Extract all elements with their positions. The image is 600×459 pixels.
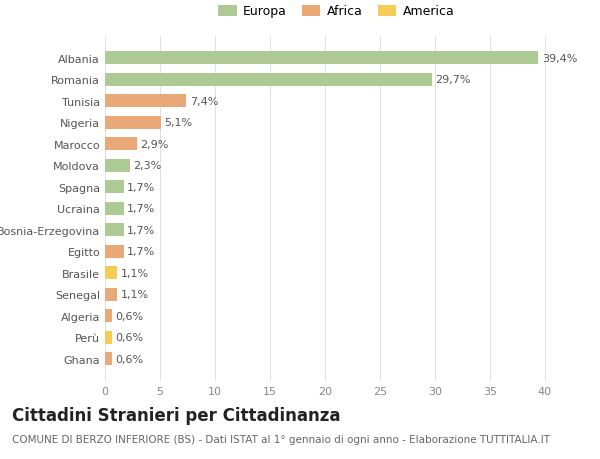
Text: COMUNE DI BERZO INFERIORE (BS) - Dati ISTAT al 1° gennaio di ogni anno - Elabora: COMUNE DI BERZO INFERIORE (BS) - Dati IS… (12, 434, 550, 444)
Bar (105, 309, 112, 323)
Bar (105, 117, 161, 129)
Text: 1,7%: 1,7% (127, 204, 155, 214)
Text: 1,7%: 1,7% (127, 225, 155, 235)
Bar (105, 245, 124, 258)
Bar (105, 95, 187, 108)
Text: 1,7%: 1,7% (127, 247, 155, 257)
Bar (105, 138, 137, 151)
Bar (105, 52, 538, 65)
Text: 2,3%: 2,3% (134, 161, 162, 171)
Text: 0,6%: 0,6% (115, 311, 143, 321)
Text: 29,7%: 29,7% (435, 75, 470, 85)
Text: 0,6%: 0,6% (115, 332, 143, 342)
Legend: Europa, Africa, America: Europa, Africa, America (214, 2, 458, 22)
Text: 1,7%: 1,7% (127, 182, 155, 192)
Bar (105, 288, 117, 301)
Bar (105, 202, 124, 215)
Text: 1,1%: 1,1% (121, 268, 149, 278)
Bar (105, 331, 112, 344)
Bar (105, 160, 130, 173)
Text: 2,9%: 2,9% (140, 140, 169, 150)
Text: 39,4%: 39,4% (542, 54, 577, 64)
Text: 0,6%: 0,6% (115, 354, 143, 364)
Text: 5,1%: 5,1% (164, 118, 193, 128)
Bar (105, 74, 432, 87)
Bar (105, 267, 117, 280)
Bar (105, 224, 124, 237)
Text: 1,1%: 1,1% (121, 290, 149, 300)
Text: Cittadini Stranieri per Cittadinanza: Cittadini Stranieri per Cittadinanza (12, 406, 341, 424)
Bar (105, 181, 124, 194)
Text: 7,4%: 7,4% (190, 97, 218, 106)
Bar (105, 353, 112, 365)
